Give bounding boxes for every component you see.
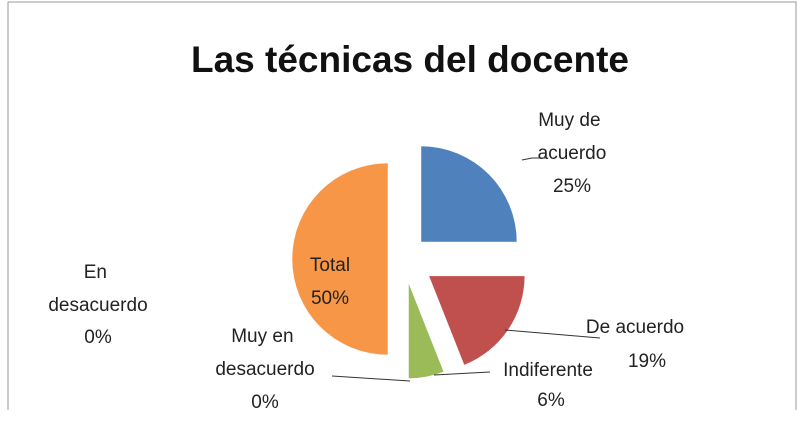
slice-value-label: 25% — [553, 176, 591, 197]
slice-label: Indiferente — [503, 360, 593, 381]
chart-border — [7, 1, 797, 410]
slice-label: En desacuerdo — [48, 262, 147, 316]
chart-title: Las técnicas del docente — [191, 39, 629, 80]
slice-value-label: 50% — [311, 288, 349, 309]
slice-label: Total — [310, 255, 350, 276]
leader-line — [331, 375, 411, 382]
slice-value-label: 0% — [251, 392, 279, 413]
slice-value-label: 19% — [628, 351, 666, 372]
slice-value-label: 6% — [537, 390, 565, 411]
leader-line — [521, 157, 545, 161]
slice-label: De acuerdo — [586, 317, 684, 338]
leader-line — [433, 371, 491, 376]
slice-label: Muy en desacuerdo — [215, 326, 314, 380]
pie-slice — [291, 162, 389, 356]
slice-label: Muy de acuerdo — [538, 110, 607, 164]
pie-slice — [408, 282, 445, 379]
slice-value-label: 0% — [84, 327, 112, 348]
pie-slice — [420, 145, 518, 243]
pie-slice — [428, 275, 526, 366]
leader-line — [504, 329, 601, 339]
